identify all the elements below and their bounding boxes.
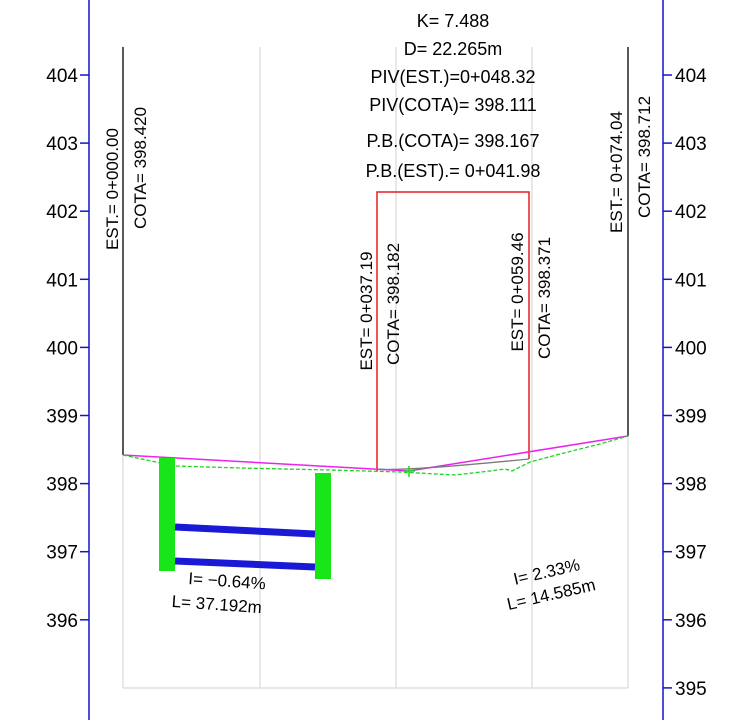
right-axis-tick-label: 395 <box>675 679 707 700</box>
piv-station: PIV(EST.)=0+048.32 <box>370 67 535 87</box>
right-axis-tick-label: 397 <box>675 543 707 564</box>
right-elevation-axis: 404 403 402 401 400 399 398 397 396 395 <box>663 66 707 700</box>
left-axis-tick-label: 397 <box>46 543 78 564</box>
station-3-est: EST.= 0+074.04 <box>607 111 626 233</box>
left-axis-tick-label: 399 <box>46 407 78 428</box>
bridge-beam-bottom <box>174 557 316 571</box>
pb-elevation: P.B.(COTA)= 398.167 <box>367 131 540 151</box>
vertical-curve-box <box>376 191 530 471</box>
left-elevation-axis: 404 403 402 401 400 399 398 397 396 <box>46 66 89 632</box>
station-lines <box>122 47 629 455</box>
right-axis-tick-label: 401 <box>675 270 707 291</box>
terrain-line <box>122 435 629 476</box>
left-axis-tick-label: 404 <box>46 66 78 87</box>
station-2-cota: COTA= 398.371 <box>535 237 554 359</box>
station-1-est: EST= 0+037.19 <box>357 251 376 370</box>
right-axis-tick-label: 404 <box>675 66 707 87</box>
right-axis-tick-label: 402 <box>675 202 707 223</box>
station-1-cota: COTA= 398.182 <box>384 243 403 365</box>
vertical-curve <box>376 458 530 471</box>
left-axis-tick-label: 401 <box>46 270 78 291</box>
station-annotations: EST.= 0+000.00 COTA= 398.420 EST= 0+037.… <box>103 96 654 371</box>
left-axis-tick-label: 402 <box>46 202 78 223</box>
right-axis-tick-label: 398 <box>675 475 707 496</box>
grade-line <box>122 435 629 472</box>
slope-1-grade: I= −0.64% <box>188 569 267 593</box>
slope-1-length: L= 37.192m <box>171 592 262 617</box>
piv-marker <box>403 466 415 477</box>
station-0-cota: COTA= 398.420 <box>131 107 150 229</box>
d-value: D= 22.265m <box>404 39 503 59</box>
station-2-est: EST= 0+059.46 <box>508 232 527 351</box>
station-3-cota: COTA= 398.712 <box>635 96 654 218</box>
left-axis-tick-label: 400 <box>46 338 78 359</box>
right-axis-tick-label: 399 <box>675 407 707 428</box>
pb-station: P.B.(EST).= 0+041.98 <box>366 161 541 181</box>
left-axis-tick-label: 398 <box>46 475 78 496</box>
piv-elevation: PIV(COTA)= 398.111 <box>369 95 537 115</box>
right-axis-tick-label: 403 <box>675 134 707 155</box>
k-value: K= 7.488 <box>417 11 490 31</box>
bridge-post-right <box>315 473 331 579</box>
left-axis-tick-label: 396 <box>46 611 78 632</box>
left-axis-tick-label: 403 <box>46 134 78 155</box>
bridge-structure <box>159 458 331 579</box>
frame <box>88 0 664 720</box>
right-axis-tick-label: 400 <box>675 338 707 359</box>
vertical-curve-info: K= 7.488 D= 22.265m PIV(EST.)=0+048.32 P… <box>366 11 541 181</box>
bridge-beam-top <box>174 523 316 538</box>
bridge-post-left <box>159 458 175 571</box>
station-0-est: EST.= 0+000.00 <box>103 128 122 250</box>
right-axis-tick-label: 396 <box>675 611 707 632</box>
